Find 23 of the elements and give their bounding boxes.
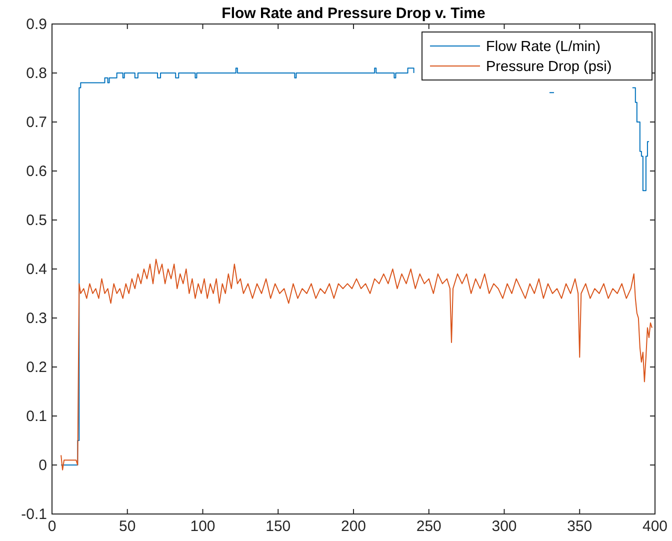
y-tick-label: 0.7 [26, 114, 47, 131]
y-tick-label: 0.9 [26, 16, 47, 33]
x-tick-label: 350 [567, 518, 592, 535]
y-tick-label: 0 [38, 457, 47, 474]
y-tick-label: 0.2 [26, 359, 47, 376]
legend-label: Flow Rate (L/min) [486, 39, 600, 55]
y-tick-label: 0.3 [26, 310, 47, 327]
y-tick-label: 0.4 [26, 261, 47, 278]
x-tick-label: 200 [340, 518, 366, 535]
y-tick-label: 0.1 [26, 408, 47, 425]
x-tick-label: 100 [190, 518, 216, 535]
y-tick-label: 0.8 [26, 65, 47, 82]
legend-label: Pressure Drop (psi) [486, 59, 612, 75]
x-tick-label: 150 [266, 518, 291, 535]
x-tick-label: 300 [492, 518, 517, 535]
line-series [60, 258, 652, 470]
x-tick-label: 400 [642, 518, 668, 535]
y-tick-label: 0.6 [26, 163, 47, 180]
y-tick-label: 0.5 [26, 212, 47, 229]
chart-title: Flow Rate and Pressure Drop v. Time [222, 5, 486, 22]
x-tick-label: 250 [416, 518, 442, 535]
y-tick-label: -0.1 [21, 506, 47, 523]
x-tick-label: 50 [119, 518, 136, 535]
